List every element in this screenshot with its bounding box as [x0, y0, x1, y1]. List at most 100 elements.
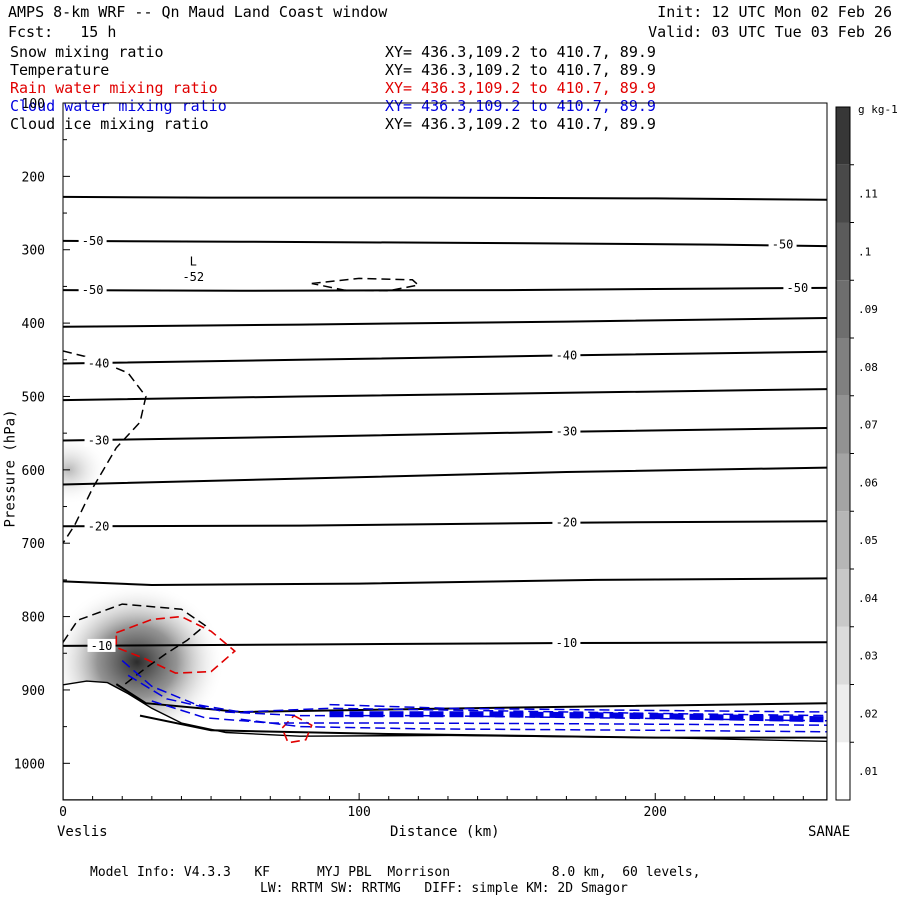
- cloud-water-contour-0: [121, 660, 827, 717]
- y-tick-label-700: 700: [22, 537, 45, 552]
- colorbar-label-10: .11: [858, 188, 878, 201]
- y-tick-label-600: 600: [22, 464, 45, 479]
- legend-name-rain: Rain water mixing ratio: [10, 79, 218, 97]
- temperature-contour-0: [63, 195, 827, 201]
- legend-name-cloud-ice: Cloud ice mixing ratio: [10, 115, 209, 133]
- temperature-label-bg-11: [552, 635, 581, 649]
- temperature-label-bg-1: [768, 237, 797, 251]
- temperature-label-11: -10: [556, 636, 578, 650]
- temperature-contour-3: [63, 317, 827, 328]
- temperature-label-13: -52: [182, 270, 204, 284]
- y-tick-label-200: 200: [22, 170, 45, 185]
- footer-physics-info: LW: RRTM SW: RRTMG DIFF: simple KM: 2D S…: [260, 881, 628, 896]
- temperature-label-0: -50: [82, 234, 104, 248]
- colorbar-label-3: .04: [858, 592, 878, 605]
- colorbar-segment-3: [836, 569, 850, 627]
- colorbar-segment-6: [836, 395, 850, 454]
- x-tick-label-0: 0: [59, 805, 67, 820]
- chart-title: AMPS 8-km WRF -- Qn Maud Land Coast wind…: [8, 3, 388, 21]
- temperature-label-bg-4: [84, 356, 113, 370]
- legend-xy-rain: XY= 436.3,109.2 to 410.7, 89.9: [385, 79, 656, 97]
- temperature-label-bg-0: [78, 233, 107, 247]
- legend-xy-cloud-ice: XY= 436.3,109.2 to 410.7, 89.9: [385, 115, 656, 133]
- colorbar-segment-5: [836, 453, 850, 512]
- temperature-contour-1: [63, 239, 827, 248]
- legend-name-snow: Snow mixing ratio: [10, 43, 164, 61]
- right-endpoint-label: SANAE: [808, 824, 851, 840]
- y-tick-label-100: 100: [22, 97, 45, 112]
- rain-contour-0: [115, 615, 237, 674]
- x-axis-label: Distance (km): [390, 824, 500, 840]
- temperature-contour-9: [63, 577, 827, 587]
- left-endpoint-label: Veslis: [57, 824, 108, 840]
- temperature-label-bg-9: [552, 515, 581, 529]
- init-time: Init: 12 UTC Mon 02 Feb 26: [657, 3, 892, 21]
- temperature-contour-2: [63, 286, 827, 292]
- temperature-contour-4: [63, 350, 827, 365]
- temperature-contour-10: [63, 641, 827, 647]
- temperature-contour-7: [63, 466, 827, 486]
- colorbar-segment-7: [836, 338, 850, 396]
- y-axis-label: Pressure (hPa): [2, 409, 19, 528]
- cloud-ice-contour-1: [63, 603, 207, 687]
- colorbar-segment-1: [836, 684, 850, 743]
- legend-name-cloud-water: Cloud water mixing ratio: [10, 97, 227, 115]
- y-tick-label-800: 800: [22, 611, 45, 626]
- cloud-water-contour-2: [151, 700, 827, 726]
- temperature-label-bg-10: [87, 638, 116, 652]
- colorbar-label-2: .03: [858, 650, 878, 663]
- cloud-water-contour-4: [329, 703, 827, 713]
- temperature-label-5: -40: [556, 348, 578, 362]
- y-tick-label-300: 300: [22, 244, 45, 259]
- temperature-label-bg-7: [552, 424, 581, 438]
- legend-xy-cloud-water: XY= 436.3,109.2 to 410.7, 89.9: [385, 97, 656, 115]
- temperature-label-bg-6: [84, 433, 113, 447]
- colorbar-unit: g kg-1: [858, 103, 898, 116]
- colorbar-label-9: .1: [858, 245, 871, 258]
- temperature-label-10: -10: [91, 639, 113, 653]
- temperature-label-4: -40: [88, 356, 110, 370]
- footer-model-info: Model Info: V4.3.3 KF MYJ PBL Morrison 8…: [90, 865, 701, 880]
- temperature-label-bg-5: [552, 348, 581, 362]
- legend-xy-snow: XY= 436.3,109.2 to 410.7, 89.9: [385, 43, 656, 61]
- temperature-contour-6: [63, 427, 827, 442]
- temperature-label-bg-3: [783, 280, 812, 294]
- legend-xy-temperature: XY= 436.3,109.2 to 410.7, 89.9: [385, 61, 656, 79]
- cloud-ice-contour-2: [311, 277, 420, 292]
- terrain-surface: [63, 680, 827, 800]
- forecast-hour: Fcst: 15 h: [8, 23, 117, 41]
- colorbar-segment-11: [836, 107, 850, 165]
- colorbar-label-4: .05: [858, 534, 878, 547]
- colorbar-segment-2: [836, 626, 850, 685]
- colorbar-label-7: .08: [858, 361, 878, 374]
- colorbar-segment-8: [836, 280, 850, 338]
- temperature-contour-12: [139, 714, 827, 739]
- plot-frame: [62, 102, 828, 801]
- cloud-water-contour-3: [240, 718, 827, 733]
- temperature-label-1: -50: [772, 238, 794, 252]
- temperature-contour-5: [63, 388, 827, 402]
- temperature-contour-8: [63, 520, 827, 528]
- temperature-label-8: -20: [88, 519, 110, 533]
- cloud-water-core-contour: [329, 711, 827, 723]
- y-tick-label-500: 500: [22, 390, 45, 405]
- temperature-label-2: -50: [82, 283, 104, 297]
- y-tick-label-400: 400: [22, 317, 45, 332]
- colorbar-segment-4: [836, 511, 850, 569]
- temperature-label-7: -30: [556, 425, 578, 439]
- colorbar-label-8: .09: [858, 303, 878, 316]
- snow-shading-0: [63, 434, 108, 505]
- temperature-label-bg-8: [84, 519, 113, 533]
- colorbar-label-0: .01: [858, 765, 878, 778]
- x-tick-label-100: 100: [347, 805, 370, 820]
- cloud-water-contour-1: [127, 674, 827, 722]
- temperature-label-bg-2: [78, 283, 107, 297]
- valid-time: Valid: 03 UTC Tue 03 Feb 26: [648, 23, 892, 41]
- colorbar-label-1: .02: [858, 707, 878, 720]
- temperature-label-3: -50: [787, 281, 809, 295]
- colorbar-segment-10: [836, 164, 850, 223]
- y-tick-label-900: 900: [22, 684, 45, 699]
- colorbar-segment-0: [836, 742, 850, 800]
- temperature-label-12: L: [190, 254, 197, 268]
